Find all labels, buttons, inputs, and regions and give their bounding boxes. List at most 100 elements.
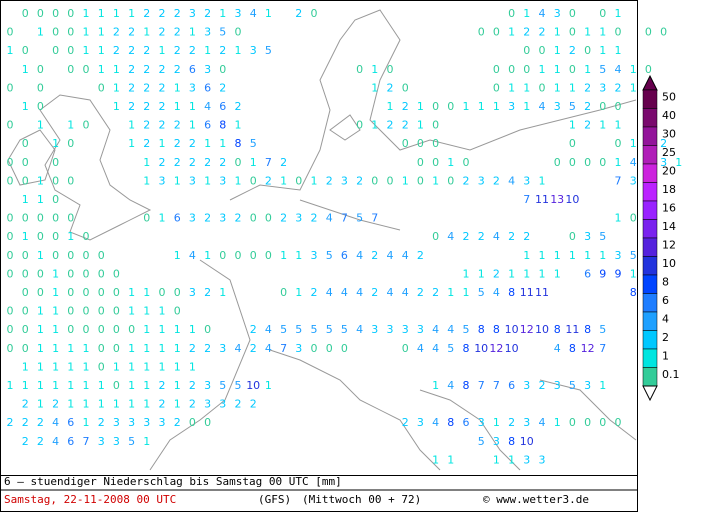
precip-value: 1 [52, 305, 59, 318]
precip-value: 1 [508, 453, 515, 466]
precip-value: 2 [539, 26, 546, 39]
precip-value: 4 [615, 63, 622, 76]
footer-frame [0, 475, 638, 512]
precip-value: 1 [447, 286, 454, 299]
precip-value: 2 [7, 416, 14, 429]
precip-value: 4 [356, 286, 363, 299]
precip-value: 4 [250, 7, 257, 20]
precip-value: 1 [174, 379, 181, 392]
precip-value: 2 [615, 81, 622, 94]
precip-value: 0 [83, 230, 90, 243]
legend-label: 4 [662, 312, 669, 325]
precip-value: 0 [37, 100, 44, 113]
precip-value: 1 [554, 63, 561, 76]
precip-value: 2 [22, 435, 29, 448]
precip-value: 1 [98, 26, 105, 39]
precip-value: 0 [311, 342, 318, 355]
precip-value: 1 [143, 360, 150, 373]
precip-value: 6 [174, 212, 181, 225]
precip-value: 0 [539, 81, 546, 94]
precip-value: 3 [128, 416, 135, 429]
precip-value: 0 [189, 416, 196, 429]
precip-value: 7 [280, 342, 287, 355]
precip-value: 2 [417, 249, 424, 262]
precip-value: 2 [113, 44, 120, 57]
legend-swatch [642, 200, 658, 220]
precip-value: 1 [174, 360, 181, 373]
precip-value: 1 [159, 212, 166, 225]
precip-value: 8 [508, 286, 515, 299]
precip-value: 1 [113, 360, 120, 373]
precip-value: 0 [250, 212, 257, 225]
precip-value: 0 [98, 360, 105, 373]
precip-value: 3 [478, 174, 485, 187]
precip-value: 2 [143, 100, 150, 113]
precip-value: 5 [599, 323, 606, 336]
precip-value: 3 [250, 44, 257, 57]
precip-value: 0 [7, 305, 14, 318]
precip-value: 0 [569, 416, 576, 429]
precip-value: 0 [52, 156, 59, 169]
precip-value: 0 [402, 137, 409, 150]
precip-value: 8 [569, 342, 576, 355]
precip-value: 3 [189, 174, 196, 187]
precip-value: 2 [143, 137, 150, 150]
precip-value: 2 [204, 156, 211, 169]
precip-value: 1 [143, 305, 150, 318]
precip-value: 2 [402, 119, 409, 132]
precip-value: 2 [402, 416, 409, 429]
precip-value: 10 [505, 323, 519, 336]
precip-value: 2 [143, 63, 150, 76]
precip-value: 2 [174, 137, 181, 150]
precip-value: 2 [463, 174, 470, 187]
precip-value: 3 [584, 379, 591, 392]
precip-value: 1 [463, 267, 470, 280]
precip-value: 0 [478, 26, 485, 39]
precip-value: 1 [159, 360, 166, 373]
precip-value: 1 [554, 416, 561, 429]
precip-value: 1 [630, 137, 637, 150]
precip-value: 7 [493, 379, 500, 392]
precip-value: 1 [143, 398, 150, 411]
precip-value: 6 [67, 435, 74, 448]
precip-value: 1 [174, 81, 181, 94]
precip-value: 0 [98, 323, 105, 336]
precip-value: 2 [478, 230, 485, 243]
precip-value: 1 [143, 342, 150, 355]
precip-value: 0 [98, 286, 105, 299]
precip-value: 1 [98, 398, 105, 411]
precip-value: 1 [159, 44, 166, 57]
precip-value: 0 [67, 212, 74, 225]
precip-value: 2 [159, 81, 166, 94]
precip-value: 1 [52, 379, 59, 392]
precip-value: 0 [417, 156, 424, 169]
precip-value: 0 [569, 26, 576, 39]
model: (GFS) [258, 493, 291, 506]
precip-value: 2 [539, 379, 546, 392]
precip-value: 2 [204, 286, 211, 299]
precip-value: 2 [569, 44, 576, 57]
precip-value: 1 [67, 398, 74, 411]
precip-value: 1 [22, 100, 29, 113]
precip-value: 1 [554, 44, 561, 57]
precip-value: 1 [128, 379, 135, 392]
precip-value: 3 [371, 323, 378, 336]
precip-value: 0 [660, 26, 667, 39]
precip-value: 5 [599, 230, 606, 243]
precip-value: 10 [505, 342, 519, 355]
precip-value: 1 [204, 44, 211, 57]
precip-value: 10 [520, 435, 534, 448]
precip-value: 0 [98, 81, 105, 94]
precip-value: 1 [493, 100, 500, 113]
precip-value: 1 [554, 249, 561, 262]
precip-value: 1 [98, 44, 105, 57]
precip-value: 0 [250, 174, 257, 187]
legend-label: 40 [662, 109, 676, 122]
precip-value: 4 [402, 286, 409, 299]
precip-value: 0 [113, 267, 120, 280]
precip-value: 0 [98, 305, 105, 318]
precip-value: 2 [250, 398, 257, 411]
precip-value: 2 [508, 230, 515, 243]
